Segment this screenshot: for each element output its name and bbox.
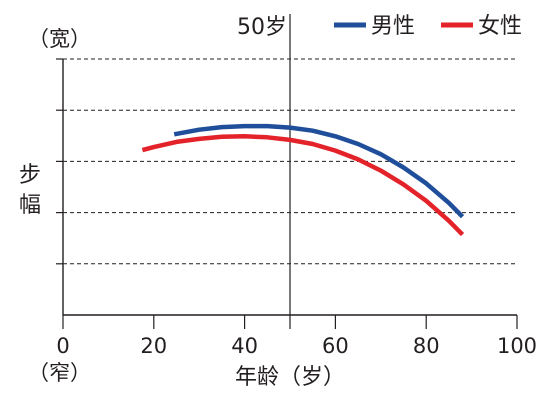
- y-axis-title-char: 幅: [19, 193, 41, 218]
- series-line-female: [141, 134, 465, 237]
- y-bottom-label: （窄）: [28, 361, 91, 385]
- axes: 0 20 40 60 80 100 50岁: [56, 14, 537, 358]
- y-axis-title-char: 步: [19, 163, 41, 188]
- x-tick-label: 0: [56, 334, 69, 358]
- series-lines: [141, 123, 465, 237]
- x-tick-label: 40: [231, 334, 258, 358]
- legend: 男性 女性: [334, 14, 522, 39]
- y-top-label: （宽）: [28, 27, 91, 51]
- x-tick-label: 100: [497, 334, 537, 358]
- x-axis-title: 年龄（岁）: [235, 365, 345, 390]
- x-tick-label: 80: [413, 334, 440, 358]
- x-tick-label: 20: [140, 334, 167, 358]
- series-line-male: [173, 123, 465, 219]
- legend-label-female: 女性: [478, 14, 522, 39]
- age-50-label: 50岁: [237, 15, 287, 40]
- legend-label-male: 男性: [371, 14, 415, 39]
- x-tick-label: 60: [322, 334, 349, 358]
